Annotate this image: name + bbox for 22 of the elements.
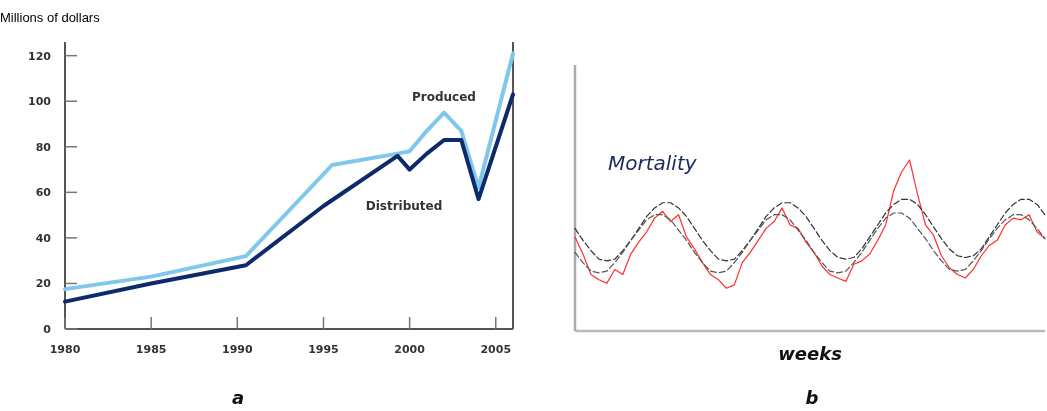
line-series — [63, 92, 515, 304]
x-tick-label: 2005 — [480, 343, 512, 356]
text: b — [805, 387, 819, 408]
y-axis-title: Mortality — [608, 151, 698, 175]
y-tick-label: 40 — [35, 231, 52, 245]
x-axis-title: weeks — [778, 343, 843, 364]
y-tick-label: 20 — [35, 277, 52, 291]
x-tick-label: 1995 — [308, 343, 339, 356]
y-tick-label: 120 — [28, 49, 52, 63]
series-label: Produced — [412, 90, 476, 104]
text: a — [231, 387, 245, 408]
y-tick-label: 0 — [43, 322, 52, 336]
y-tick-label: 100 — [28, 95, 52, 109]
x-tick-label: 1985 — [135, 343, 167, 356]
y-tick-label: 80 — [35, 140, 52, 154]
x-tick-label: 1990 — [222, 343, 253, 356]
line-series — [63, 51, 515, 292]
x-tick-label: 2000 — [394, 343, 426, 356]
y-tick-label: 60 — [35, 186, 52, 200]
y-axis-title: Millions of dollars — [0, 10, 101, 25]
series-label: Distributed — [365, 199, 443, 213]
x-tick-label: 1980 — [49, 343, 81, 356]
